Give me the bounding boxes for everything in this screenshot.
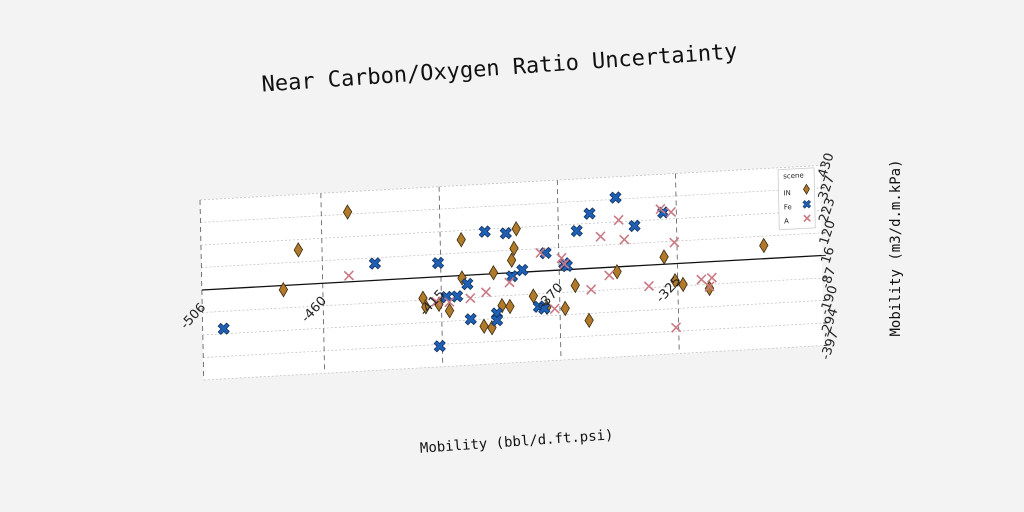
legend-label-a: A bbox=[784, 217, 789, 225]
chart-title: Near Carbon/Oxygen Ratio Uncertainty bbox=[261, 39, 738, 97]
y-tick-label-8: 430 bbox=[815, 151, 837, 179]
y-axis-label: Mobility (m3/d.m.kPa) bbox=[888, 159, 904, 336]
legend-label-fe: Fe bbox=[784, 203, 792, 211]
legend-label-in: IN bbox=[783, 189, 790, 197]
x-axis-label: Mobility (bbl/d.ft.psi) bbox=[419, 427, 614, 456]
legend: scene IN Fe A bbox=[778, 168, 815, 230]
legend-title: scene bbox=[783, 171, 804, 180]
